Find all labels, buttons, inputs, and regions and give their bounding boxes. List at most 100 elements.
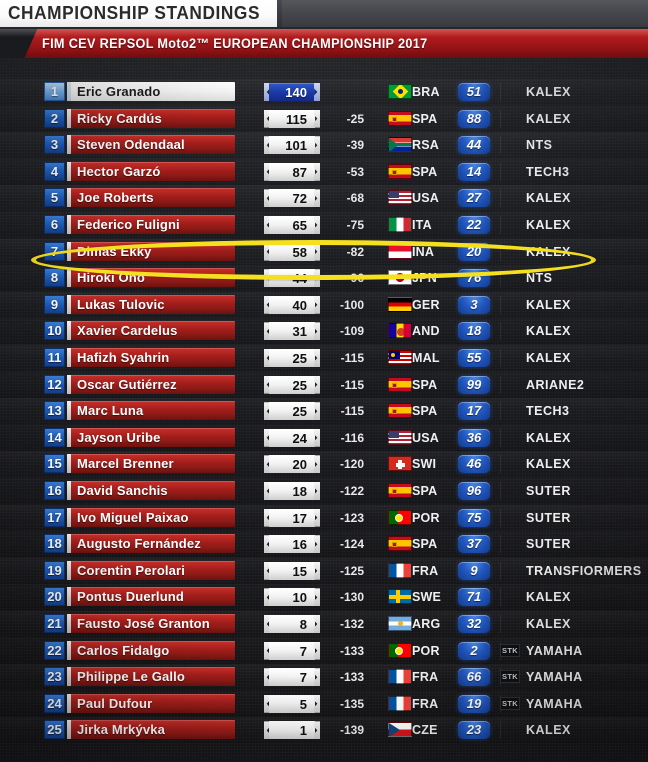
points-gap: -130 [339,590,364,605]
points-value: 25 [292,404,307,420]
rider-name: Joe Roberts [77,190,154,206]
points-body: 7 [269,641,315,660]
rider-name-plate[interactable]: Corentin Perolari [67,560,235,580]
country-code: GER [412,297,440,312]
rider-name-plate[interactable]: Hector Garzó [67,161,235,181]
rider-name: Lukas Tulovic [77,296,165,312]
points-body: 65 [269,216,315,234]
country-code: INA [412,244,435,259]
points-value: 115 [286,111,307,127]
points-gap: -96 [346,271,364,286]
table-row[interactable]: 2 Ricky Cardús 115 -25 SPA 88 KALEX [0,105,648,132]
table-row[interactable]: 6 Federico Fuligni 65 -75 ITA 22 KALEX [0,212,648,238]
rider-name-plate[interactable]: Federico Fuligni [67,215,235,234]
rider-name-plate[interactable]: Dimas Ekky [67,241,235,261]
column-divider [500,508,501,527]
country-flag-icon [388,616,412,631]
column-divider [500,561,501,580]
points-value: 40 [292,297,307,313]
points-body: 20 [269,455,315,474]
stk-class-badge: STK [500,670,520,684]
points-value: 65 [292,218,307,233]
table-row[interactable]: 8 Hiroki Ono 44 -96 JPN 76 NTS [0,265,648,292]
table-row[interactable]: 11 Hafizh Syahrin 25 -115 MAL 55 KALEX [0,345,648,371]
event-banner-label: FIM CEV REPSOL Moto2™ EUROPEAN CHAMPIONS… [42,36,428,51]
table-row[interactable]: 24 Paul Dufour 5 -135 FRA 19 STK YAMAHA [0,690,648,717]
rider-name-plate[interactable]: Philippe Le Gallo [67,667,235,687]
rider-number-badge: 88 [458,109,490,128]
points-body: 58 [269,242,315,261]
position-badge: 6 [44,215,65,234]
table-row[interactable]: 12 Oscar Gutiérrez 25 -115 SPA 99 ARIANE2 [0,371,648,398]
table-row[interactable]: 4 Hector Garzó 87 -53 SPA 14 TECH3 [0,158,648,185]
table-row[interactable]: 7 Dimas Ekky 58 -82 INA 20 KALEX [0,238,648,265]
rider-name: Steven Odendaal [77,137,185,153]
rider-name-plate[interactable]: Eric Granado [67,82,235,101]
rider-name-plate[interactable]: Jirka Mrkývka [67,720,235,740]
table-row[interactable]: 18 Augusto Fernández 16 -124 SPA 37 SUTER [0,531,648,558]
rider-name-plate[interactable]: Jayson Uribe [67,427,235,447]
rider-name-plate[interactable]: Marc Luna [67,401,235,421]
country-code: SPA [412,164,438,179]
bike-manufacturer: KALEX [526,244,571,259]
table-row[interactable]: 3 Steven Odendaal 101 -39 RSA 44 NTS [0,132,648,159]
country-code: JPN [412,271,437,286]
position-badge: 23 [44,667,65,687]
rider-name-plate[interactable]: David Sanchis [67,481,235,500]
rider-name-plate[interactable]: Lukas Tulovic [67,294,235,314]
rider-name-plate[interactable]: Augusto Fernández [67,534,235,554]
country-flag-icon [388,562,412,578]
table-row[interactable]: 15 Marcel Brenner 20 -120 SWI 46 KALEX [0,451,648,478]
rider-name-plate[interactable]: Hafizh Syahrin [67,348,235,367]
standings-table: 1 Eric Granado 140 BRA 51 KALEX 2 Ricky Cardús 1… [0,62,648,762]
position-badge: 4 [44,161,65,181]
rider-name-plate[interactable]: Ricky Cardús [67,108,235,128]
points-plate: 25 [264,349,320,367]
table-row[interactable]: 22 Carlos Fidalgo 7 -133 POR 2 STK YAMAHA [0,637,648,664]
points-plate: 7 [264,668,320,687]
points-value: 8 [299,617,307,632]
country-flag-icon [388,190,412,206]
table-row[interactable]: 13 Marc Luna 25 -115 SPA 17 TECH3 [0,398,648,425]
table-row[interactable]: 1 Eric Granado 140 BRA 51 KALEX [0,79,648,105]
table-row[interactable]: 14 Jayson Uribe 24 -116 USA 36 KALEX [0,424,648,451]
rider-name-plate[interactable]: Oscar Gutiérrez [67,374,235,394]
rider-name-plate[interactable]: Steven Odendaal [67,135,235,155]
table-row[interactable]: 10 Xavier Cardelus 31 -109 AND 18 KALEX [0,318,648,345]
rider-name-plate[interactable]: Marcel Brenner [67,454,235,474]
rider-name-plate[interactable]: Hiroki Ono [67,268,235,288]
points-plate: 40 [264,295,320,314]
country-code: AND [412,324,440,339]
bike-manufacturer: KALEX [526,723,571,738]
table-row[interactable]: 9 Lukas Tulovic 40 -100 GER 3 KALEX [0,291,648,318]
table-row[interactable]: 5 Joe Roberts 72 -68 USA 27 KALEX [0,185,648,212]
rider-name-plate[interactable]: Pontus Duerlund [67,587,235,607]
bike-manufacturer: ARIANE2 [526,377,585,392]
points-plate: 1 [264,721,320,740]
rider-number-badge: 44 [458,136,490,155]
rider-name-plate[interactable]: Fausto José Granton [67,614,235,633]
table-row[interactable]: 19 Corentin Perolari 15 -125 FRA 9 TRANSFIORME… [0,557,648,584]
points-plate: 16 [264,535,320,554]
table-row[interactable]: 16 David Sanchis 18 -122 SPA 96 SUTER [0,478,648,504]
country-code: SPA [412,537,438,552]
points-plate: 25 [264,402,320,421]
table-row[interactable]: 21 Fausto José Granton 8 -132 ARG 32 KALEX [0,611,648,637]
points-value: 1 [299,723,307,739]
table-row[interactable]: 23 Philippe Le Gallo 7 -133 FRA 66 STK YAMAHA [0,664,648,691]
rider-name-plate[interactable]: Paul Dufour [67,693,235,713]
points-value: 25 [292,351,307,366]
rider-name-plate[interactable]: Ivo Miguel Paixao [67,507,235,527]
table-row[interactable]: 25 Jirka Mrkývka 1 -139 CZE 23 KALEX [0,717,648,744]
rider-name-plate[interactable]: Joe Roberts [67,188,235,208]
rider-name-plate[interactable]: Xavier Cardelus [67,321,235,341]
position-badge: 10 [44,321,65,341]
column-divider [500,322,501,341]
table-row[interactable]: 20 Pontus Duerlund 10 -130 SWE 71 KALEX [0,584,648,611]
country-flag-icon [388,589,412,605]
rider-name: Corentin Perolari [77,562,186,578]
points-plate: 44 [264,269,320,288]
table-row[interactable]: 17 Ivo Miguel Paixao 17 -123 POR 75 SUTER [0,504,648,531]
country-flag-icon [388,350,412,365]
rider-name-plate[interactable]: Carlos Fidalgo [67,640,235,660]
